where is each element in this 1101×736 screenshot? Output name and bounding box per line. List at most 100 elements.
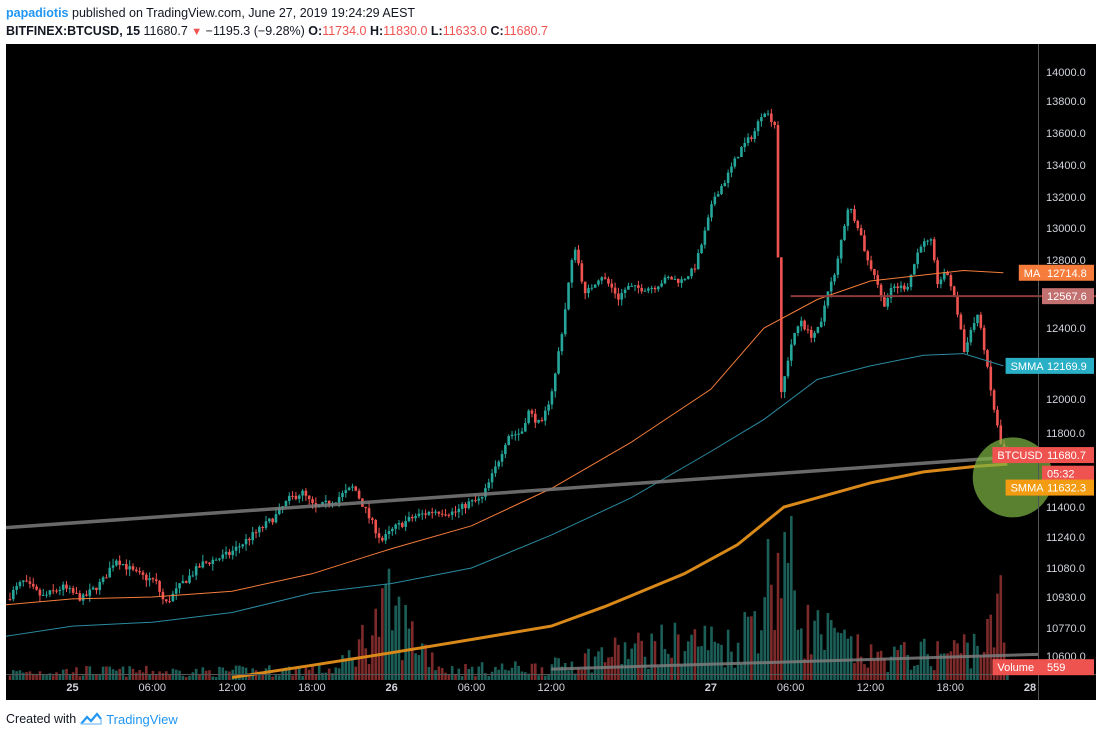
volume-bar-11 — [45, 675, 48, 680]
volume-bar-288 — [966, 642, 969, 680]
volume-bar-224 — [753, 611, 757, 680]
candle-body-100 — [341, 493, 344, 498]
volume-bar-69 — [238, 665, 241, 680]
price-chart[interactable]: 14000.0 13800.0 13600.0 13400.0 13200.0 13000… — [6, 44, 1096, 700]
candle-body-48 — [168, 601, 171, 603]
candle-body-211 — [710, 204, 713, 218]
tradingview-brand[interactable]: TradingView — [106, 711, 178, 727]
candle-body-195 — [657, 286, 660, 290]
price-label-bg-5 — [1005, 479, 1094, 496]
candle-body-50 — [174, 588, 178, 594]
volume-bar-297 — [996, 593, 999, 680]
volume-bar-212 — [713, 641, 717, 680]
candle-body-56 — [194, 566, 198, 576]
volume-bar-14 — [55, 672, 58, 680]
candle-body-184 — [620, 293, 624, 300]
candle-body-147 — [497, 461, 501, 467]
candle-body-213 — [716, 194, 720, 197]
candle-body-223 — [750, 137, 753, 139]
candle-body-125 — [424, 513, 427, 515]
candle-body-105 — [357, 490, 361, 499]
author-link[interactable]: papadiotis — [6, 6, 69, 20]
volume-bar-217 — [730, 651, 733, 680]
candle-body-25 — [91, 587, 95, 590]
volume-bar-188 — [633, 643, 637, 680]
volume-bar-236 — [793, 590, 796, 680]
volume-bar-218 — [733, 667, 737, 680]
volume-bar-191 — [643, 656, 647, 680]
candle-body-124 — [420, 513, 424, 515]
tradingview-logo-icon[interactable] — [80, 712, 103, 726]
volume-bar-169 — [570, 661, 574, 680]
x-tick-label-0: 25 — [66, 682, 78, 694]
volume-bar-110 — [374, 608, 378, 680]
candle-body-181 — [610, 283, 614, 288]
volume-bar-269 — [903, 642, 906, 680]
candle-body-29 — [105, 577, 108, 579]
candle-body-202 — [680, 279, 683, 283]
candle-body-203 — [683, 278, 687, 280]
volume-bar-131 — [444, 672, 447, 680]
candle-body-153 — [517, 433, 520, 435]
candle-body-46 — [161, 591, 165, 600]
candle-body-214 — [720, 186, 723, 195]
low-value: 11633.0 — [442, 24, 487, 38]
volume-bar-245 — [823, 649, 826, 680]
y-tick-label-15: 11080.0 — [1046, 563, 1085, 575]
volume-bar-63 — [218, 666, 221, 680]
volume-bar-222 — [746, 616, 750, 680]
volume-bar-162 — [547, 674, 550, 680]
volume-bar-209 — [703, 625, 707, 680]
candle-body-128 — [434, 511, 437, 513]
volume-bar-112 — [381, 588, 384, 680]
candle-body-123 — [417, 513, 421, 517]
volume-bar-250 — [839, 633, 843, 680]
volume-bar-120 — [407, 628, 411, 680]
candle-body-182 — [613, 287, 617, 294]
volume-bar-278 — [932, 670, 936, 680]
volume-bar-178 — [600, 647, 604, 680]
candle-body-8 — [35, 586, 38, 590]
y-tick-label-1: 13800.0 — [1046, 96, 1086, 108]
candle-body-231 — [776, 125, 780, 258]
candle-body-229 — [770, 113, 773, 122]
candle-body-230 — [773, 121, 776, 126]
volume-bar-232 — [780, 598, 783, 680]
volume-bar-48 — [168, 674, 171, 680]
volume-bar-46 — [161, 673, 165, 680]
volume-bar-251 — [843, 629, 846, 680]
volume-bar-118 — [401, 660, 404, 680]
candle-body-95 — [324, 500, 328, 503]
volume-bar-260 — [873, 660, 876, 680]
candle-body-32 — [115, 560, 118, 566]
volume-bar-246 — [826, 613, 830, 680]
volume-bar-153 — [517, 665, 520, 680]
candle-body-180 — [607, 278, 610, 284]
publish-info: published on TradingView.com, June 27, 2… — [72, 6, 416, 20]
volume-bar-225 — [756, 653, 760, 680]
x-tick-label-3: 18:00 — [298, 682, 326, 694]
volume-bar-30 — [108, 666, 112, 680]
candle-body-288 — [966, 342, 969, 353]
candle-body-218 — [733, 158, 737, 167]
candle-body-201 — [676, 278, 680, 283]
volume-bar-55 — [191, 672, 195, 680]
candle-body-113 — [384, 534, 387, 541]
volume-bar-240 — [806, 604, 810, 680]
candle-body-119 — [404, 521, 407, 527]
candle-body-245 — [823, 305, 826, 322]
candle-body-285 — [956, 295, 959, 315]
volume-bar-134 — [454, 674, 457, 680]
candle-body-257 — [863, 235, 866, 252]
candle-body-20 — [75, 592, 78, 594]
candle-body-290 — [972, 323, 976, 330]
price-label-name-6: Volume — [997, 662, 1034, 674]
candle-body-206 — [693, 268, 697, 270]
volume-bar-45 — [158, 671, 161, 680]
candle-body-176 — [593, 284, 597, 288]
candle-body-262 — [879, 284, 883, 296]
last-price: 11680.7 — [143, 24, 188, 38]
volume-bar-29 — [105, 666, 108, 680]
volume-bar-263 — [883, 658, 886, 680]
volume-bar-237 — [796, 629, 800, 680]
